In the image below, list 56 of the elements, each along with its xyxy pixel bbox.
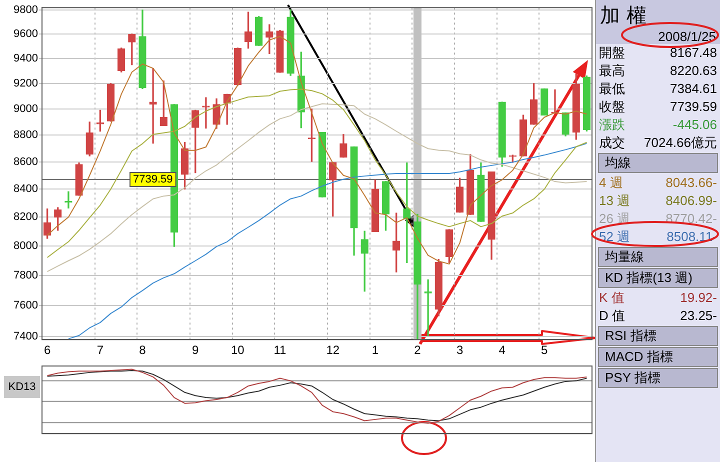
y-tick-label: 8400 xyxy=(14,183,38,196)
y-tick-label: 9800 xyxy=(14,4,38,16)
y-axis-title: KD13 xyxy=(8,381,36,394)
text: 漲跌 xyxy=(599,116,625,134)
y-tick-label: 9200 xyxy=(14,77,38,90)
y-tick-label: 9600 xyxy=(14,28,38,40)
text: 8406.99- xyxy=(666,192,717,210)
text: 7384.61 xyxy=(670,80,717,98)
x-tick-label: 4 xyxy=(498,343,506,358)
text: KD 指標(13 週) xyxy=(598,268,718,288)
text: 最高 xyxy=(599,62,625,80)
x-tick-label: 1 xyxy=(372,343,379,358)
text: 8220.63 xyxy=(670,62,717,80)
text: 2008/1/25 xyxy=(596,29,720,44)
x-tick-label: 6 xyxy=(44,343,51,358)
x-tick-label: 10 xyxy=(230,343,245,358)
text: 均線 xyxy=(598,153,718,173)
y-tick-label: 9400 xyxy=(14,52,38,64)
x-tick-label: 11 xyxy=(274,343,287,358)
annotation: 7739.59 xyxy=(133,174,173,186)
y-tick-label: 9000 xyxy=(14,102,38,115)
text: 加 權 xyxy=(596,0,720,29)
x-tick-label: 12 xyxy=(326,343,340,358)
text: 收盤 xyxy=(599,98,625,116)
text: 7024.66億元 xyxy=(644,134,717,152)
x-tick-label: 2 xyxy=(414,343,422,358)
x-tick-label: 9 xyxy=(192,343,200,358)
text: 4 週 xyxy=(599,174,623,192)
text: 19.92- xyxy=(680,289,717,307)
text: MACD 指標 xyxy=(598,347,718,367)
y-tick-label: 8800 xyxy=(14,129,38,142)
text: 13 週 xyxy=(599,192,630,210)
x-tick-label: 5 xyxy=(541,343,548,358)
text: 成交 xyxy=(599,134,625,152)
y-tick-label: 8200 xyxy=(14,211,38,224)
text: -445.06 xyxy=(672,116,717,134)
text: 最低 xyxy=(599,80,625,98)
x-tick-label: 3 xyxy=(456,343,464,358)
text: K 值 xyxy=(599,289,624,307)
text: 23.25- xyxy=(680,307,717,325)
y-tick-label: 7600 xyxy=(14,299,38,312)
x-tick-label: 8 xyxy=(139,343,146,358)
text: PSY 指標 xyxy=(598,368,718,388)
text: 8167.48 xyxy=(670,44,717,62)
y-tick-label: 8000 xyxy=(14,240,38,252)
text: 7739.59 xyxy=(670,98,717,116)
text: D 值 xyxy=(599,307,625,325)
text: 均量線 xyxy=(598,247,718,267)
y-tick-label: 7800 xyxy=(14,269,38,282)
text: 開盤 xyxy=(599,44,625,62)
x-tick-label: 7 xyxy=(96,343,104,358)
y-tick-label: 7400 xyxy=(14,330,38,342)
y-tick-label: 8600 xyxy=(14,156,38,168)
text: 8043.66- xyxy=(666,174,717,192)
text: RSI 指標 xyxy=(598,326,718,346)
candlestick xyxy=(202,97,210,129)
